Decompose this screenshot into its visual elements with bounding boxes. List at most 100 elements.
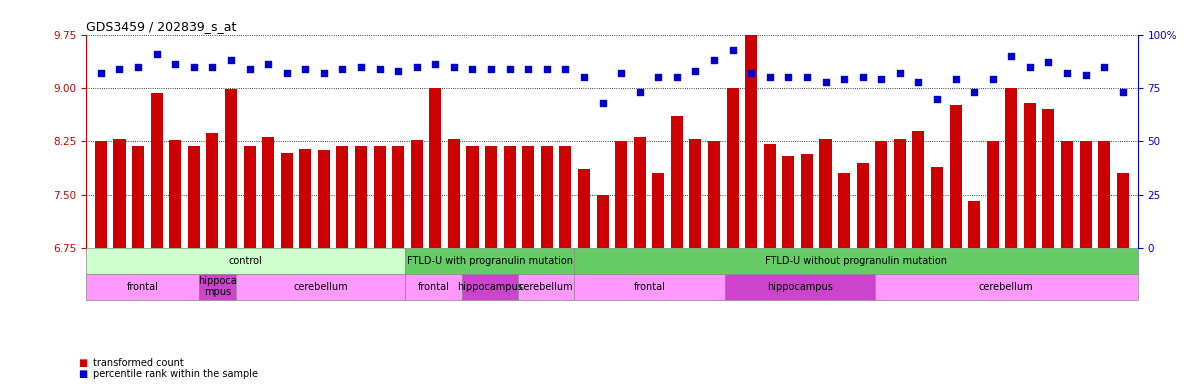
Text: ■: ■ (78, 358, 87, 368)
Bar (188, 146, 200, 248)
Text: frontal: frontal (127, 282, 158, 292)
Point (705, 57, 724, 63)
Bar (405, 274, 461, 300)
Bar (170, 140, 182, 248)
Point (909, 78, 929, 84)
Bar (86, 274, 198, 300)
Bar (203, 35, 221, 248)
Bar (578, 169, 590, 248)
Bar (129, 35, 147, 248)
Bar (221, 35, 240, 248)
Bar (244, 146, 256, 248)
Text: frontal: frontal (633, 282, 666, 292)
Bar (198, 274, 237, 300)
Text: GDS3459 / 202839_s_at: GDS3459 / 202839_s_at (86, 20, 237, 33)
Bar (110, 35, 129, 248)
Bar (86, 248, 405, 274)
Point (221, 57, 240, 63)
Point (370, 66, 390, 72)
Bar (875, 274, 1138, 300)
Bar (927, 35, 946, 248)
Text: hippoca
mpus: hippoca mpus (198, 276, 237, 298)
Point (147, 51, 166, 57)
Point (853, 74, 872, 80)
Point (91, 70, 110, 76)
Point (1038, 59, 1058, 65)
Bar (207, 133, 219, 248)
Bar (797, 35, 816, 248)
Bar (482, 35, 501, 248)
Bar (299, 149, 312, 248)
Bar (556, 35, 575, 248)
Bar (652, 174, 664, 248)
Point (166, 61, 185, 68)
Point (575, 74, 594, 80)
Bar (237, 274, 405, 300)
Bar (166, 35, 184, 248)
Text: ■: ■ (78, 369, 87, 379)
Bar (370, 35, 388, 248)
Bar (872, 35, 890, 248)
Bar (503, 146, 516, 248)
Point (500, 66, 519, 72)
Point (742, 70, 761, 76)
Bar (337, 146, 349, 248)
Point (816, 78, 835, 84)
Bar (464, 35, 482, 248)
Bar (1061, 141, 1073, 248)
Bar (764, 144, 776, 248)
Bar (501, 35, 519, 248)
Bar (853, 35, 872, 248)
Bar (783, 156, 795, 248)
Bar (593, 35, 612, 248)
Point (184, 63, 203, 70)
Text: hippocampus: hippocampus (456, 282, 522, 292)
Bar (1117, 174, 1129, 248)
Bar (968, 201, 980, 248)
Bar (964, 35, 983, 248)
Bar (240, 35, 259, 248)
Bar (894, 139, 906, 248)
Text: FTLD-U with progranulin mutation: FTLD-U with progranulin mutation (406, 256, 572, 266)
Bar (388, 35, 407, 248)
Point (612, 70, 631, 76)
Bar (575, 35, 593, 248)
Bar (690, 139, 701, 248)
Bar (1040, 35, 1058, 248)
Point (593, 100, 612, 106)
Bar (1021, 35, 1040, 248)
Point (760, 74, 779, 80)
Point (983, 76, 1003, 83)
Bar (445, 35, 464, 248)
Text: hippocampus: hippocampus (767, 282, 833, 292)
Point (333, 66, 353, 72)
Bar (668, 35, 686, 248)
Point (834, 76, 853, 83)
Bar (875, 141, 887, 248)
Point (890, 70, 909, 76)
Bar (427, 35, 445, 248)
Point (277, 70, 296, 76)
Bar (909, 35, 927, 248)
Bar (838, 174, 850, 248)
Bar (1098, 141, 1110, 248)
Bar (1077, 35, 1095, 248)
Bar (392, 146, 404, 248)
Bar (649, 35, 668, 248)
Bar (723, 35, 742, 248)
Bar (522, 146, 534, 248)
Bar (1042, 109, 1054, 248)
Bar (405, 248, 575, 274)
Bar (612, 35, 631, 248)
Bar (950, 105, 962, 248)
Bar (835, 35, 853, 248)
Bar (890, 35, 909, 248)
Bar (1024, 103, 1036, 248)
Point (445, 63, 464, 70)
Bar (1003, 35, 1021, 248)
Point (462, 66, 482, 72)
Point (667, 74, 686, 80)
Bar (131, 146, 145, 248)
Bar (277, 35, 296, 248)
Bar (461, 274, 517, 300)
